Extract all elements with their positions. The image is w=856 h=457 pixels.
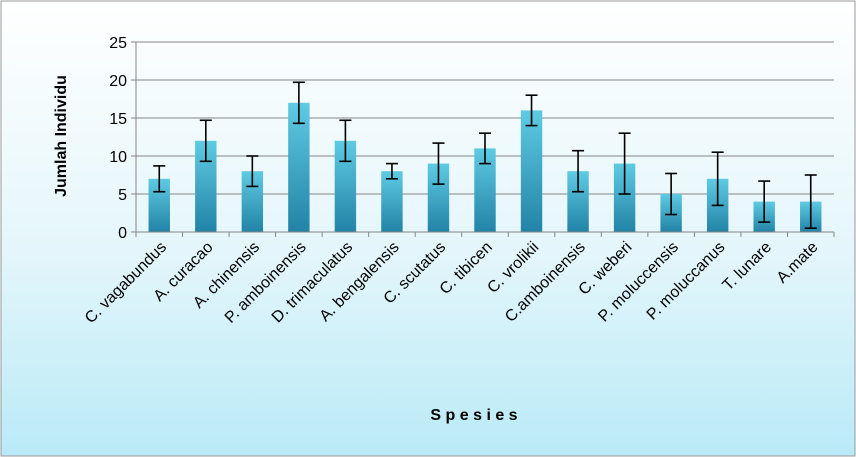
bar xyxy=(334,140,357,232)
bar xyxy=(381,171,403,232)
y-tick-label: 5 xyxy=(118,187,127,204)
y-tick-label: 0 xyxy=(118,225,127,242)
bar-layer xyxy=(148,81,822,232)
axis-layer xyxy=(131,41,835,237)
bar xyxy=(520,110,543,232)
y-tick-label: 15 xyxy=(109,111,127,128)
bar xyxy=(613,163,636,232)
y-tick-label: 25 xyxy=(109,35,127,52)
bar xyxy=(195,140,217,232)
bar xyxy=(567,171,589,232)
x-axis-title: S p e s i e s xyxy=(430,407,517,424)
y-tick-label: 10 xyxy=(109,149,127,166)
bar xyxy=(474,148,496,232)
y-axis-title: Jumlah Individu xyxy=(53,75,70,197)
bar xyxy=(427,163,450,232)
y-tick-label: 20 xyxy=(109,73,127,90)
bar xyxy=(288,102,310,232)
